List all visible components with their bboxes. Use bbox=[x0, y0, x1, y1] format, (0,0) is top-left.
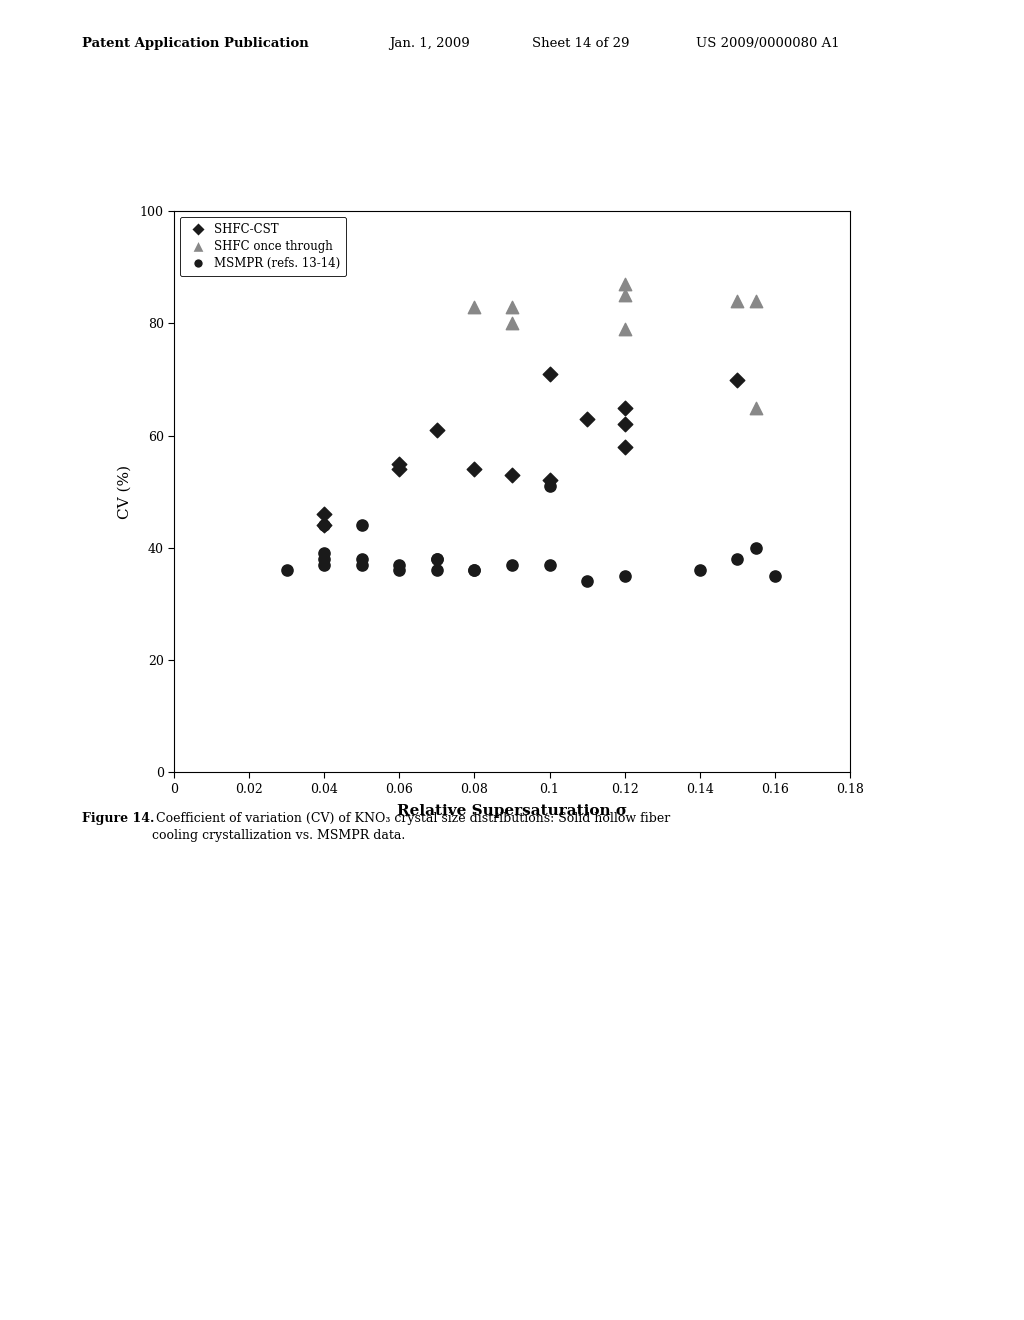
SHFC once through bbox=[504, 313, 520, 334]
SHFC once through bbox=[616, 273, 633, 294]
MSMPR (refs. 13-14) bbox=[353, 554, 370, 576]
Text: Coefficient of variation (CV) of KNO₃ crystal size distributions: Solid hollow f: Coefficient of variation (CV) of KNO₃ cr… bbox=[152, 812, 670, 842]
SHFC-CST bbox=[542, 470, 558, 491]
MSMPR (refs. 13-14) bbox=[466, 560, 482, 581]
SHFC-CST bbox=[616, 397, 633, 418]
MSMPR (refs. 13-14) bbox=[391, 554, 408, 576]
MSMPR (refs. 13-14) bbox=[767, 565, 783, 586]
Text: US 2009/0000080 A1: US 2009/0000080 A1 bbox=[696, 37, 840, 50]
SHFC once through bbox=[504, 296, 520, 317]
MSMPR (refs. 13-14) bbox=[316, 515, 333, 536]
SHFC-CST bbox=[542, 363, 558, 384]
Text: Sheet 14 of 29: Sheet 14 of 29 bbox=[532, 37, 630, 50]
MSMPR (refs. 13-14) bbox=[316, 549, 333, 570]
MSMPR (refs. 13-14) bbox=[353, 549, 370, 570]
MSMPR (refs. 13-14) bbox=[279, 560, 295, 581]
MSMPR (refs. 13-14) bbox=[429, 549, 445, 570]
Legend: SHFC-CST, SHFC once through, MSMPR (refs. 13-14): SHFC-CST, SHFC once through, MSMPR (refs… bbox=[180, 216, 346, 276]
MSMPR (refs. 13-14) bbox=[691, 560, 708, 581]
SHFC-CST bbox=[316, 515, 333, 536]
SHFC once through bbox=[748, 290, 764, 312]
MSMPR (refs. 13-14) bbox=[466, 560, 482, 581]
MSMPR (refs. 13-14) bbox=[504, 554, 520, 576]
MSMPR (refs. 13-14) bbox=[616, 565, 633, 586]
Text: Figure 14.: Figure 14. bbox=[82, 812, 155, 825]
MSMPR (refs. 13-14) bbox=[729, 549, 745, 570]
MSMPR (refs. 13-14) bbox=[542, 554, 558, 576]
SHFC-CST bbox=[429, 420, 445, 441]
SHFC-CST bbox=[316, 504, 333, 525]
MSMPR (refs. 13-14) bbox=[542, 475, 558, 496]
SHFC-CST bbox=[391, 459, 408, 480]
SHFC-CST bbox=[729, 368, 745, 391]
MSMPR (refs. 13-14) bbox=[316, 554, 333, 576]
X-axis label: Relative Supersaturation σ: Relative Supersaturation σ bbox=[397, 804, 627, 818]
SHFC once through bbox=[466, 296, 482, 317]
SHFC once through bbox=[616, 285, 633, 306]
Text: Patent Application Publication: Patent Application Publication bbox=[82, 37, 308, 50]
SHFC-CST bbox=[579, 408, 595, 429]
MSMPR (refs. 13-14) bbox=[748, 537, 764, 558]
SHFC-CST bbox=[616, 414, 633, 436]
Text: Jan. 1, 2009: Jan. 1, 2009 bbox=[389, 37, 470, 50]
SHFC-CST bbox=[391, 453, 408, 474]
SHFC-CST bbox=[466, 459, 482, 480]
MSMPR (refs. 13-14) bbox=[429, 560, 445, 581]
MSMPR (refs. 13-14) bbox=[316, 543, 333, 564]
SHFC-CST bbox=[504, 465, 520, 486]
Y-axis label: CV (%): CV (%) bbox=[118, 465, 131, 519]
MSMPR (refs. 13-14) bbox=[391, 560, 408, 581]
MSMPR (refs. 13-14) bbox=[579, 570, 595, 591]
SHFC once through bbox=[729, 290, 745, 312]
MSMPR (refs. 13-14) bbox=[353, 515, 370, 536]
SHFC-CST bbox=[616, 436, 633, 458]
SHFC once through bbox=[616, 318, 633, 339]
MSMPR (refs. 13-14) bbox=[429, 549, 445, 570]
SHFC once through bbox=[748, 397, 764, 418]
